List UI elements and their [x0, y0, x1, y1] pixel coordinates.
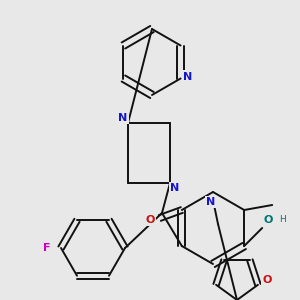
- Text: N: N: [170, 183, 180, 193]
- Text: O: O: [262, 275, 272, 285]
- Text: O: O: [145, 215, 154, 225]
- Text: N: N: [118, 113, 127, 123]
- Text: O: O: [263, 215, 273, 225]
- Text: N: N: [206, 197, 216, 207]
- Text: H: H: [279, 214, 286, 224]
- Text: N: N: [183, 71, 192, 82]
- Text: F: F: [43, 243, 51, 253]
